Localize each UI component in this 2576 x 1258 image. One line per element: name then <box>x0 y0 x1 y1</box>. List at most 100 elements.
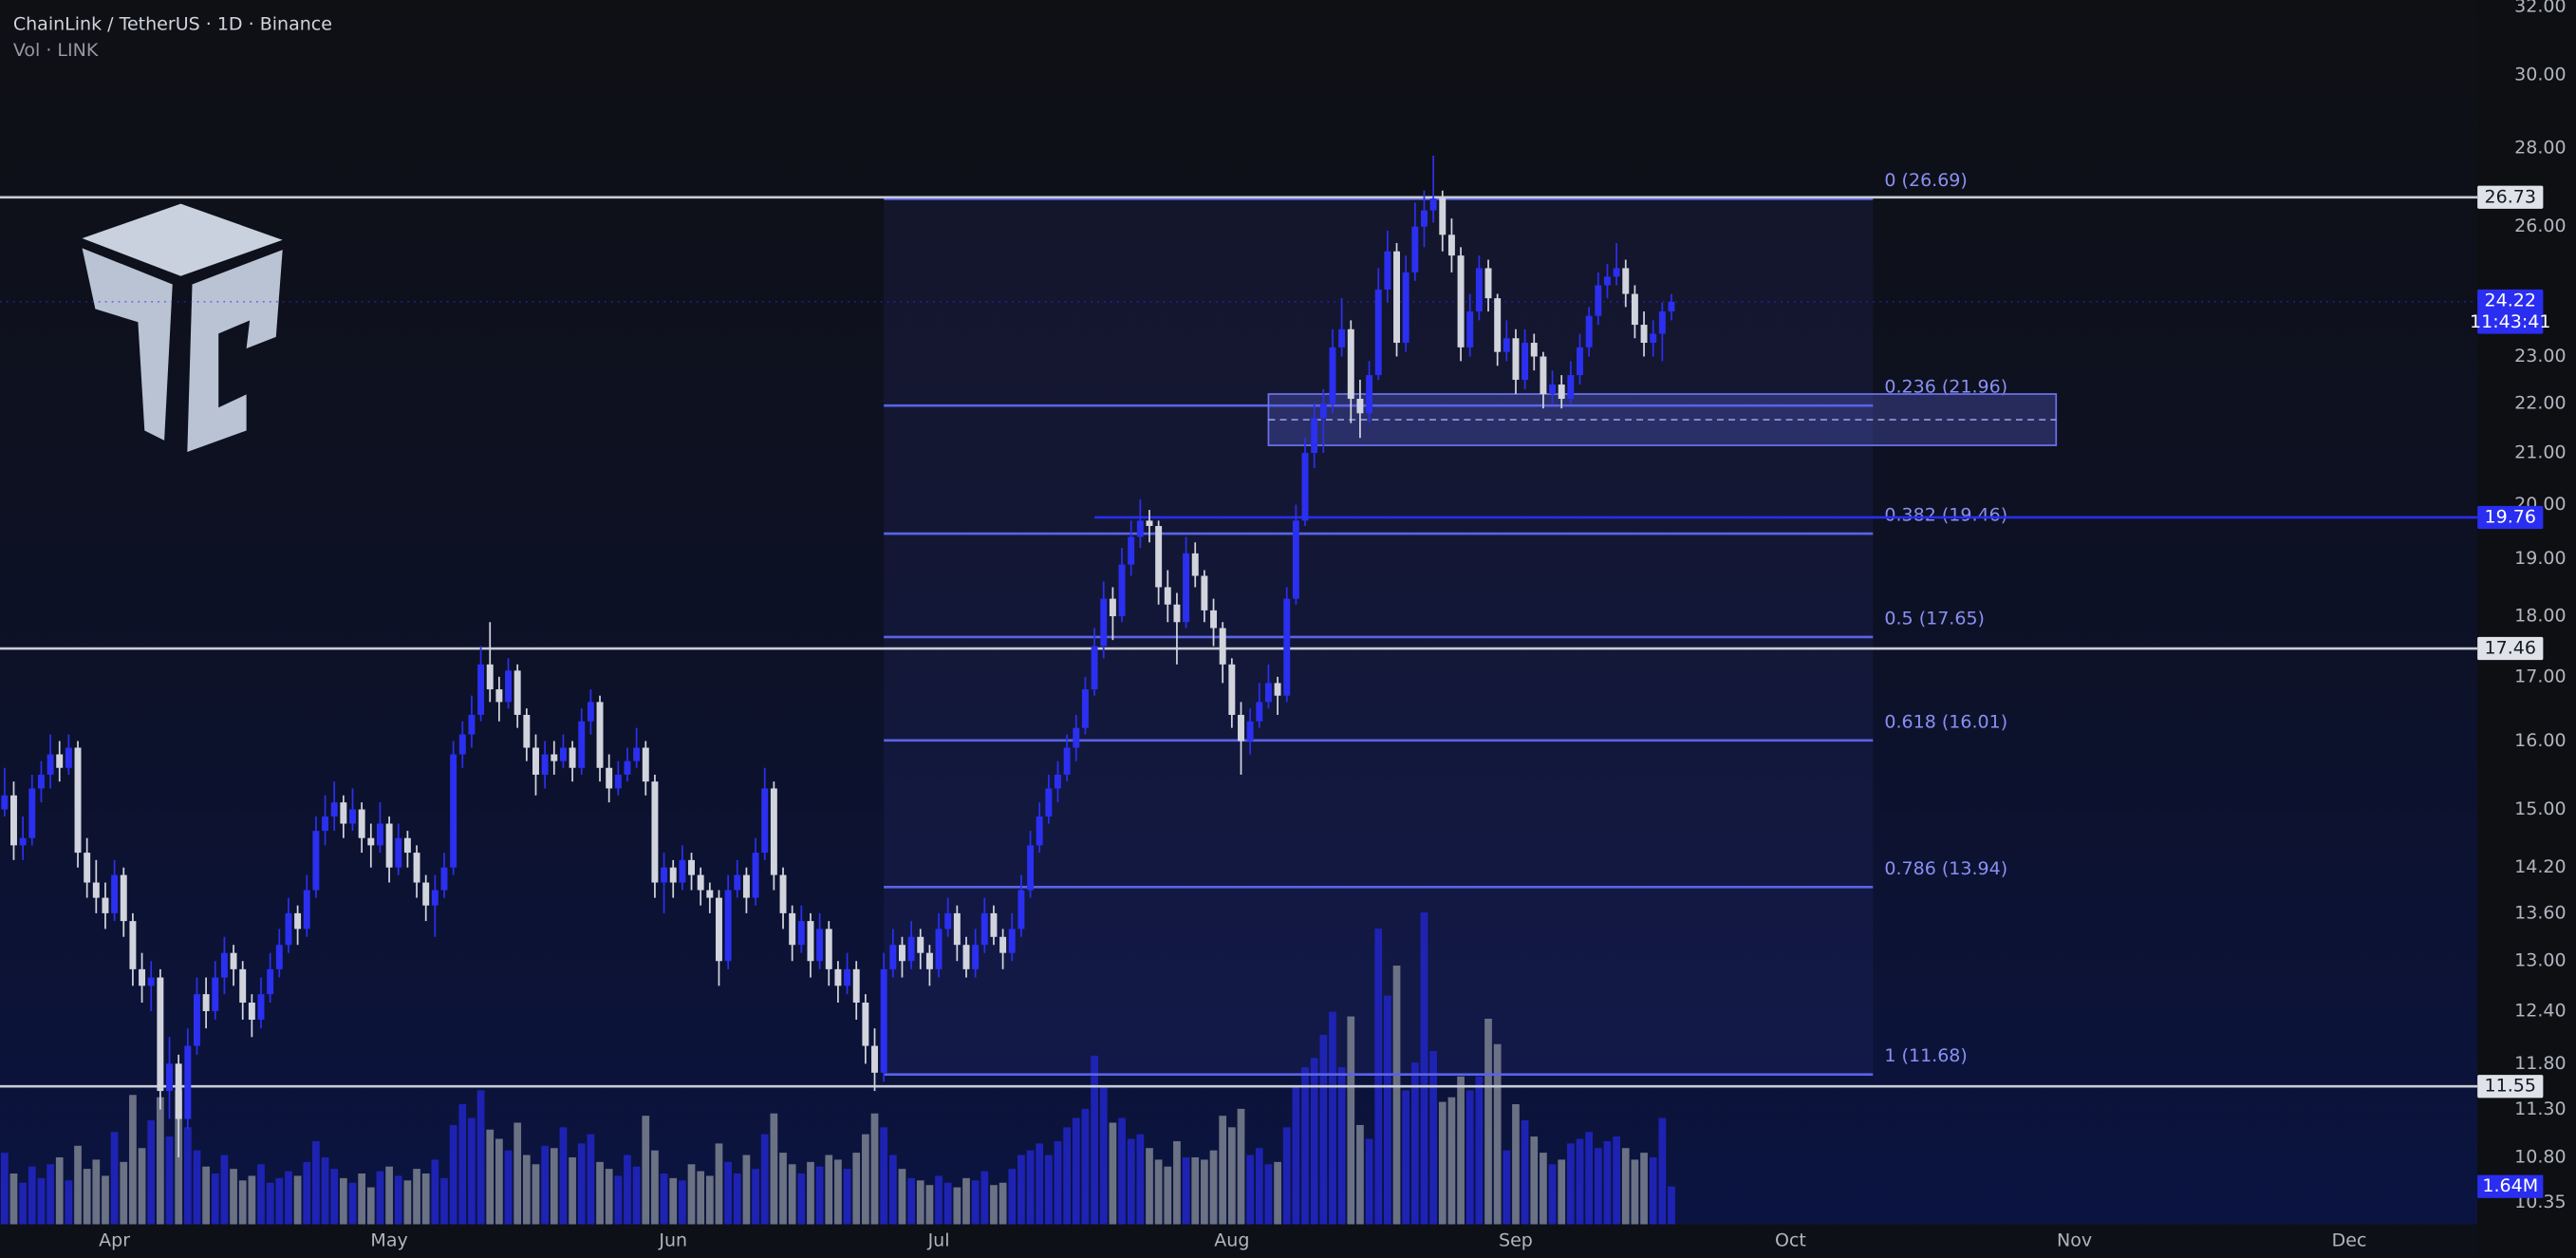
volume-bar <box>1640 1153 1648 1225</box>
volume-bar <box>1457 1076 1465 1225</box>
volume-bar <box>1540 1153 1547 1225</box>
volume-bar <box>971 1180 980 1225</box>
candle-body <box>84 853 91 883</box>
volume-bar <box>697 1171 705 1225</box>
candle-body <box>1439 198 1447 235</box>
volume-bar <box>285 1171 292 1225</box>
candle-body <box>1274 683 1281 696</box>
candle-body <box>532 747 539 775</box>
candle-body <box>761 788 769 854</box>
volume-bar <box>559 1127 568 1225</box>
volume-bar <box>238 1180 247 1225</box>
y-tick-label: 22.00 <box>2514 393 2566 414</box>
candle-body <box>1466 311 1474 347</box>
candle-body <box>953 912 961 946</box>
logo <box>82 203 283 452</box>
volume-bar <box>468 1117 476 1225</box>
volume-bar <box>935 1175 943 1225</box>
candle-body <box>1494 298 1502 352</box>
candle-body <box>413 853 420 883</box>
volume-bar <box>724 1161 732 1225</box>
candle-body <box>129 921 137 969</box>
fib-label: 1 (11.68) <box>1884 1045 1967 1066</box>
candle-body <box>468 714 476 735</box>
volume-bar <box>1274 1161 1281 1225</box>
candle-body <box>220 952 228 978</box>
volume-bar <box>1319 1035 1328 1225</box>
candle-body <box>1228 664 1236 715</box>
candle-body <box>139 968 146 986</box>
volume-bar <box>1201 1159 1208 1225</box>
volume-bar <box>1044 1155 1053 1225</box>
y-tick-label: 19.00 <box>2514 548 2566 569</box>
volume-bar <box>303 1161 311 1225</box>
candle-body <box>340 802 347 824</box>
candle-body <box>47 754 54 775</box>
volume-bar <box>1384 995 1391 1225</box>
x-tick-label: Aug <box>1214 1230 1249 1250</box>
x-tick-label: Sep <box>1499 1230 1533 1250</box>
y-tick-label: 12.40 <box>2514 1000 2566 1021</box>
candle-body <box>330 802 338 817</box>
volume-bar <box>1127 1138 1135 1225</box>
volume-bar <box>870 1113 879 1225</box>
candle-body <box>569 747 576 768</box>
candle-body <box>1577 347 1583 376</box>
candle-body <box>1457 255 1465 347</box>
candle-body <box>734 874 741 891</box>
volume-bar <box>550 1148 558 1225</box>
candle-body <box>1246 721 1254 742</box>
candle-body <box>1374 289 1382 376</box>
candle-body <box>1429 198 1437 211</box>
volume-bar <box>1347 1016 1355 1225</box>
volume-bar <box>1191 1156 1200 1225</box>
candle-body <box>1183 553 1190 623</box>
volume-bar <box>1026 1150 1035 1225</box>
volume-bar <box>321 1156 329 1225</box>
volume-bar <box>358 1173 366 1225</box>
candle-body <box>889 945 897 969</box>
volume-bar <box>1292 1085 1300 1225</box>
volume-bar <box>642 1116 650 1225</box>
volume-bar <box>55 1156 64 1225</box>
candle-body <box>1512 338 1520 381</box>
candle-body <box>1338 329 1346 347</box>
volume-bar <box>138 1148 146 1225</box>
volume-bar <box>962 1177 970 1225</box>
y-tick-label: 15.00 <box>2514 798 2566 819</box>
y-tick-label: 14.20 <box>2514 856 2566 877</box>
price-line-label: 17.46 <box>2485 638 2536 659</box>
y-tick-label: 28.00 <box>2514 137 2566 158</box>
candle-body <box>825 929 832 969</box>
candle-body <box>376 823 383 846</box>
volume-bar <box>513 1122 522 1225</box>
volume-bar <box>1447 1097 1456 1225</box>
candle-body <box>395 837 402 868</box>
y-tick-label: 13.60 <box>2514 902 2566 923</box>
volume-bar <box>92 1159 101 1225</box>
volume-bar <box>1429 1051 1437 1225</box>
volume-bar <box>1118 1117 1126 1225</box>
candle-body <box>944 912 952 929</box>
volume-bar <box>1146 1148 1153 1225</box>
candle-body <box>1109 598 1116 617</box>
price-line-box <box>2477 505 2544 530</box>
candle-body <box>1201 575 1208 610</box>
candle-body <box>1118 564 1126 617</box>
candle-body <box>1420 210 1428 227</box>
candle-body <box>92 882 100 898</box>
candle-body <box>807 921 814 962</box>
candle-body <box>715 897 722 962</box>
candle-body <box>1329 347 1336 404</box>
candle-body <box>559 747 567 761</box>
candle-body <box>852 968 860 1004</box>
volume-bar <box>102 1175 109 1225</box>
volume-bar <box>431 1159 439 1225</box>
volume-bar <box>916 1180 924 1225</box>
volume-bar <box>504 1150 513 1225</box>
volume-bar <box>1109 1122 1117 1225</box>
volume-bar <box>715 1143 723 1225</box>
candle-body <box>697 874 704 891</box>
candle-body <box>1146 520 1153 527</box>
price-line-box <box>2477 185 2544 209</box>
